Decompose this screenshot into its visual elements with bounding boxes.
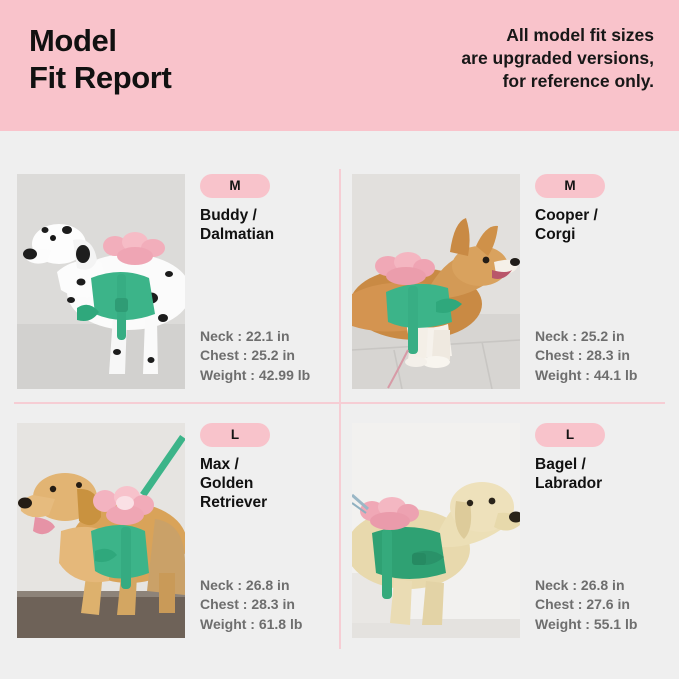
model-info: M Cooper / Corgi Neck : 25.2 in Chest : …: [535, 174, 671, 389]
pet-name: Cooper / Corgi: [535, 207, 598, 243]
model-info: L Max / Golden Retriever Neck : 26.8 in …: [200, 423, 336, 638]
neck-measurement: Neck : 22.1 in: [200, 327, 290, 344]
neck-measurement: Neck : 25.2 in: [535, 327, 625, 344]
pet-name: Max / Golden Retriever: [200, 456, 268, 511]
chest-measurement: Chest : 27.6 in: [535, 596, 630, 612]
photo-labrador: [352, 423, 520, 638]
chest-measurement: Chest : 28.3 in: [535, 347, 630, 363]
model-info: M Buddy / Dalmatian Neck : 22.1 in Chest…: [200, 174, 336, 389]
status-badge: L: [200, 423, 270, 447]
model-info: L Bagel / Labrador Neck : 26.8 in Chest …: [535, 423, 671, 638]
header-banner: Model Fit Report All model fit sizes are…: [0, 0, 679, 131]
measurements: Neck : 26.8 in Chest : 27.6 in Weight : …: [535, 576, 637, 635]
status-badge: M: [200, 174, 270, 198]
measurements: Neck : 25.2 in Chest : 28.3 in Weight : …: [535, 327, 637, 386]
status-badge: M: [535, 174, 605, 198]
neck-measurement: Neck : 26.8 in: [535, 576, 625, 593]
photo-golden-retriever: [17, 423, 185, 638]
model-card[interactable]: M Buddy / Dalmatian Neck : 22.1 in Chest…: [14, 164, 336, 404]
model-card[interactable]: L Bagel / Labrador Neck : 26.8 in Chest …: [349, 413, 671, 653]
weight-measurement: Weight : 44.1 lb: [535, 366, 638, 383]
measurements: Neck : 22.1 in Chest : 25.2 in Weight : …: [200, 327, 310, 386]
weight-measurement: Weight : 42.99 lb: [200, 366, 311, 383]
page-title: Model Fit Report: [29, 23, 172, 95]
weight-measurement: Weight : 55.1 lb: [535, 615, 638, 632]
chest-measurement: Chest : 28.3 in: [200, 596, 295, 612]
photo-dalmatian: [17, 174, 185, 389]
pet-name: Bagel / Labrador: [535, 456, 603, 492]
model-card[interactable]: M Cooper / Corgi Neck : 25.2 in Chest : …: [349, 164, 671, 404]
model-cards-grid: M Buddy / Dalmatian Neck : 22.1 in Chest…: [0, 131, 679, 679]
header-disclaimer: All model fit sizes are upgraded version…: [461, 25, 654, 91]
neck-measurement: Neck : 26.8 in: [200, 576, 290, 593]
measurements: Neck : 26.8 in Chest : 28.3 in Weight : …: [200, 576, 302, 635]
model-card[interactable]: L Max / Golden Retriever Neck : 26.8 in …: [14, 413, 336, 653]
status-badge: L: [535, 423, 605, 447]
vertical-divider: [339, 169, 341, 649]
pet-name: Buddy / Dalmatian: [200, 207, 275, 243]
weight-measurement: Weight : 61.8 lb: [200, 615, 303, 632]
photo-corgi: [352, 174, 520, 389]
horizontal-divider: [14, 402, 665, 404]
chest-measurement: Chest : 25.2 in: [200, 347, 295, 363]
